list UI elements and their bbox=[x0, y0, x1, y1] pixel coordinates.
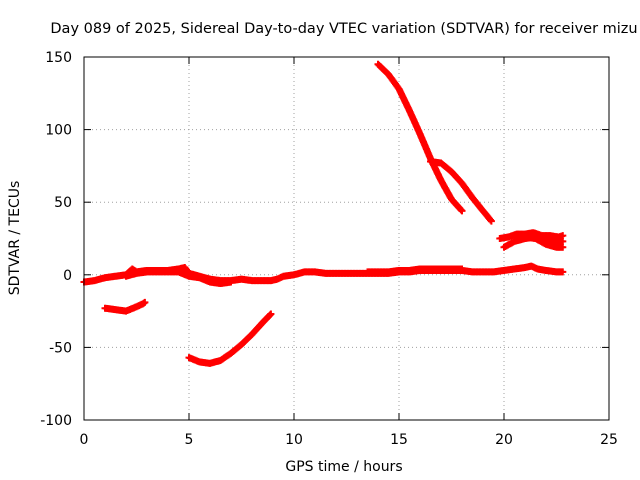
data-point bbox=[267, 310, 275, 318]
axis-ticks: 0 5 10 15 20 25 -100 -50 0 50 100 150 bbox=[40, 50, 618, 448]
y-tick-label: 150 bbox=[45, 50, 72, 66]
grid bbox=[84, 57, 609, 420]
chart-title: Day 089 of 2025, Sidereal Day-to-day VTE… bbox=[50, 21, 637, 37]
data-point bbox=[559, 243, 567, 251]
series-descending-b bbox=[427, 158, 495, 225]
x-tick-label: 0 bbox=[80, 432, 89, 448]
x-tick-label: 5 bbox=[185, 432, 194, 448]
series-main-2 bbox=[364, 265, 466, 276]
series-descending-a bbox=[374, 60, 466, 215]
x-tick-label: 25 bbox=[600, 432, 618, 448]
y-axis-label: SDTVAR / TECUs bbox=[7, 181, 23, 296]
x-tick-label: 20 bbox=[495, 432, 513, 448]
x-axis-label: GPS time / hours bbox=[285, 459, 402, 475]
y-tick-label: -50 bbox=[49, 340, 72, 356]
plot-frame bbox=[83, 56, 610, 421]
y-tick-label: 0 bbox=[63, 268, 72, 284]
data-point bbox=[487, 217, 495, 225]
y-tick-label: 50 bbox=[54, 195, 72, 211]
data-point bbox=[227, 278, 235, 286]
data-point bbox=[141, 298, 149, 306]
data-point bbox=[559, 268, 567, 276]
data-points bbox=[80, 60, 567, 367]
series-late-lower bbox=[521, 233, 567, 251]
x-tick-label: 15 bbox=[390, 432, 408, 448]
y-tick-label: -100 bbox=[40, 413, 72, 429]
series-early-negative bbox=[101, 298, 149, 315]
x-tick-label: 10 bbox=[285, 432, 303, 448]
data-point bbox=[458, 265, 466, 273]
series-trough bbox=[185, 310, 275, 367]
data-point bbox=[458, 207, 466, 215]
series-main-1 bbox=[122, 268, 235, 288]
series-late-upper bbox=[496, 229, 567, 242]
y-tick-label: 100 bbox=[45, 123, 72, 139]
